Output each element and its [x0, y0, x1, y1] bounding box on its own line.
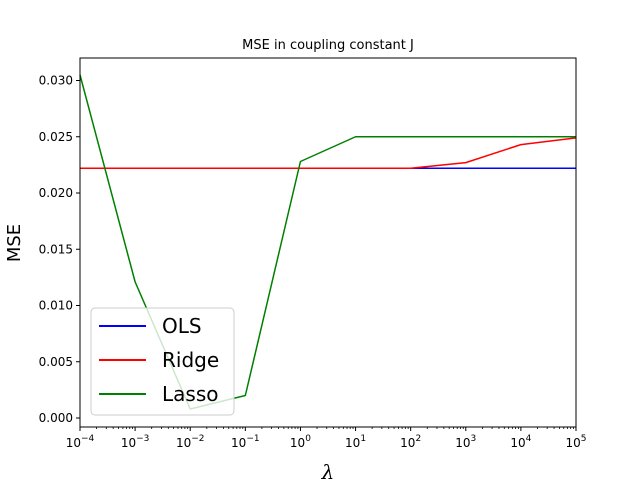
- legend-label-ols: OLS: [162, 314, 202, 338]
- x-tick-label: 10−1: [231, 434, 260, 450]
- chart-title: MSE in coupling constant J: [242, 38, 414, 53]
- x-tick-label: 10−4: [66, 434, 95, 450]
- y-tick-label: 0.015: [39, 242, 73, 256]
- y-tick-label: 0.030: [39, 74, 73, 88]
- y-axis-label: MSE: [4, 224, 25, 262]
- legend-box: [90, 307, 235, 416]
- plot-frame: [79, 57, 577, 428]
- x-tick-label: 101: [345, 434, 366, 450]
- legend-label-ridge: Ridge: [162, 348, 219, 372]
- x-tick-label: 100: [290, 434, 311, 450]
- legend-label-lasso: Lasso: [162, 382, 218, 406]
- legend: OLS Ridge Lasso: [90, 307, 235, 416]
- x-tick-label: 10−3: [121, 434, 150, 450]
- y-tick-label: 0.020: [39, 186, 73, 200]
- x-tick-label: 104: [510, 434, 531, 450]
- x-axis-label: λ: [321, 460, 335, 480]
- x-tick-label: 103: [455, 434, 476, 450]
- y-tick-label: 0.005: [39, 355, 73, 369]
- series-line-ridge: [80, 137, 577, 169]
- y-tick-label: 0.025: [39, 130, 73, 144]
- axes: 10−4 10−3 10−2 10−1 100 101 102 103 104 105 0.000 0…: [39, 57, 587, 450]
- x-tick-label: 105: [565, 434, 586, 450]
- x-tick-label: 102: [400, 434, 421, 450]
- y-tick-label: 0.010: [39, 299, 73, 313]
- x-tick-label: 10−2: [176, 434, 205, 450]
- y-tick-label: 0.000: [39, 411, 73, 425]
